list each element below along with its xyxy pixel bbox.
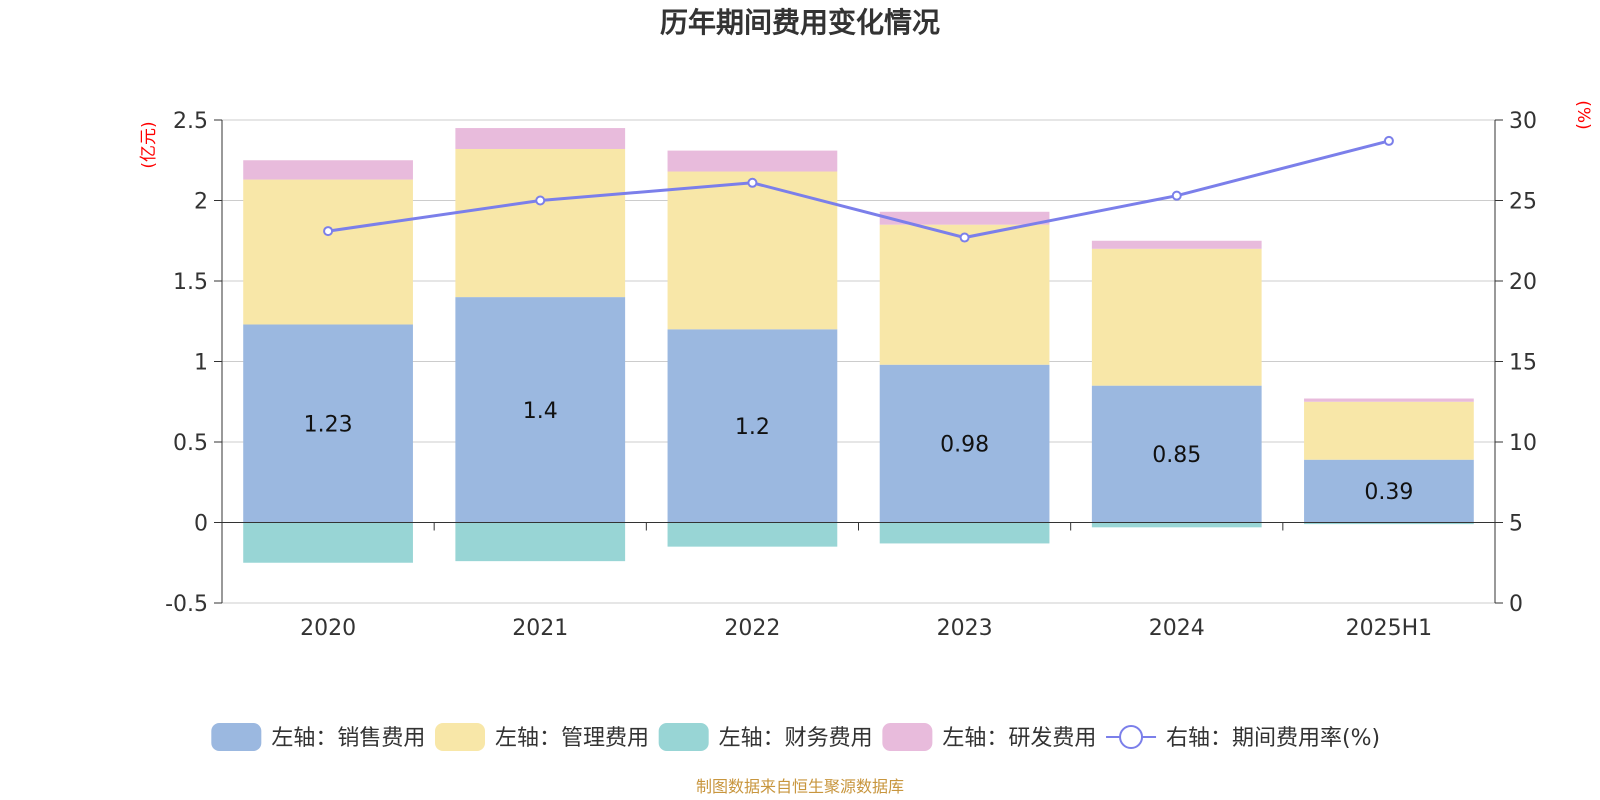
bar-segment: [455, 522, 626, 562]
bar-segment: [1304, 398, 1474, 402]
right-axis-tick-label: 15: [1509, 351, 1537, 376]
bar-segment: [1091, 385, 1262, 523]
bar-segment: [879, 522, 1050, 544]
legend: 左轴：销售费用 左轴：管理费用 左轴：财务费用 左轴：研发费用 右轴：期间费用率(%): [211, 723, 1380, 751]
left-axis-tick-label: 1: [194, 351, 208, 376]
category-label: 2024: [1149, 616, 1205, 641]
legend-label: 右轴：期间费用率(%): [1166, 726, 1380, 751]
rate-point: [1383, 135, 1394, 146]
data-labels: 1.23 1.4 1.2 0.98 0.85 0.39: [304, 399, 1414, 505]
bar-data-label: 1.4: [523, 399, 558, 424]
right-axis-tick-label: 10: [1509, 431, 1537, 456]
bar-segment: [667, 522, 838, 547]
bar-segment: [1091, 248, 1262, 386]
legend-label: 左轴：销售费用: [271, 726, 425, 751]
left-axis-tick-label: -0.5: [165, 592, 208, 617]
bar-series: [243, 128, 1474, 563]
right-axis-tick-label: 0: [1509, 592, 1523, 617]
legend-label: 左轴：财务费用: [719, 726, 873, 751]
bar-segment: [243, 160, 413, 180]
left-axis-tick-label: 2.5: [173, 109, 208, 134]
bar-segment: [1304, 459, 1474, 523]
right-axis-tick-label: 30: [1509, 109, 1537, 134]
right-axis-tick-label: 5: [1509, 512, 1523, 537]
chart-title: 历年期间费用变化情况: [660, 6, 940, 39]
bar-segment: [243, 522, 413, 563]
bar-data-label: 0.39: [1364, 480, 1413, 505]
bar-segment: [243, 179, 413, 325]
rate-point: [747, 177, 758, 188]
bar-data-label: 1.2: [735, 415, 770, 440]
bar-segment: [667, 171, 838, 330]
bar-segment: [1304, 522, 1474, 525]
bar-segment: [879, 211, 1050, 225]
axes: -0.5 0 0.5 1 1.5 2 2.5 0 5 10 15 20 25 30 2020 2021 2022…: [165, 109, 1537, 641]
bar-segment: [455, 128, 626, 149]
left-axis-tick-label: 0: [194, 512, 208, 537]
rate-line: [327, 139, 1390, 240]
bar-segment: [667, 329, 838, 523]
category-label: 2021: [512, 616, 568, 641]
legend-swatch: [882, 723, 933, 751]
category-label: 2022: [724, 616, 780, 641]
legend-label: 左轴：管理费用: [495, 726, 649, 751]
bar-segment: [1091, 522, 1262, 528]
rate-line-series: [323, 135, 1394, 243]
rate-point: [959, 232, 970, 243]
bar-data-label: 0.85: [1152, 443, 1201, 468]
bar-segment: [1091, 240, 1262, 249]
category-label: 2025H1: [1346, 616, 1433, 641]
category-label: 2023: [937, 616, 993, 641]
left-axis-tick-label: 1.5: [173, 270, 208, 295]
legend-label: 左轴：研发费用: [942, 726, 1096, 751]
bar-data-label: 1.23: [304, 412, 353, 437]
bar-segment: [1304, 401, 1474, 460]
rate-point: [1171, 190, 1182, 201]
category-label: 2020: [300, 616, 356, 641]
legend-marker: [1119, 725, 1144, 749]
legend-swatch: [435, 723, 485, 751]
bar-segment: [879, 364, 1050, 523]
legend-swatch: [658, 723, 709, 751]
source-note: 制图数据来自恒生聚源数据库: [696, 777, 904, 796]
legend-swatch: [211, 723, 262, 751]
bar-data-label: 0.98: [940, 433, 989, 458]
right-axis-tick-label: 20: [1509, 270, 1537, 295]
bar-segment: [243, 324, 413, 523]
rate-point: [323, 226, 334, 237]
grid-lines: [222, 119, 1495, 604]
right-axis-tick-label: 25: [1509, 190, 1537, 215]
rate-point: [535, 195, 546, 206]
bar-segment: [667, 150, 838, 172]
bar-segment: [455, 148, 626, 298]
left-axis-unit: (亿元): [139, 121, 159, 168]
bar-segment: [455, 297, 626, 523]
left-axis-tick-label: 2: [194, 190, 208, 215]
bar-segment: [879, 224, 1050, 365]
left-axis-tick-label: 0.5: [173, 431, 208, 456]
right-axis-unit: (%): [1573, 100, 1593, 129]
